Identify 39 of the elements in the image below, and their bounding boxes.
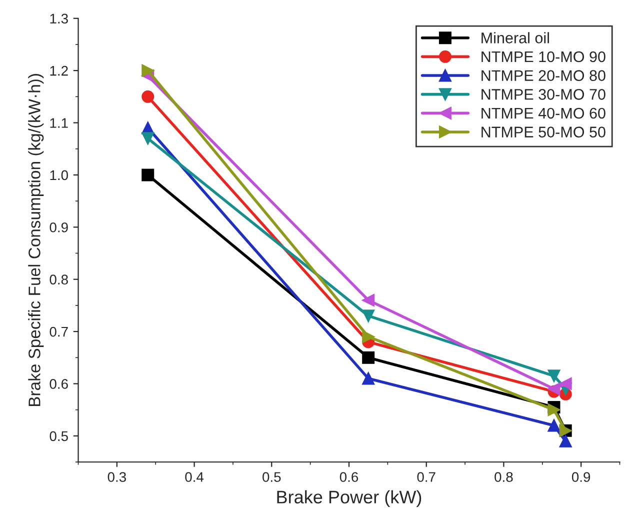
x-tick-label: 0.8	[494, 472, 513, 482]
x-tick-label: 0.9	[572, 472, 590, 482]
y-tick-label: 0.8	[50, 274, 68, 284]
y-tick-label: 0.7	[50, 326, 68, 337]
point	[362, 372, 375, 385]
y-axis-title: Brake Specific Fuel Consumption (kg/(kW·h))	[28, 74, 44, 406]
point	[362, 310, 375, 322]
x-tick-label: 0.5	[262, 472, 281, 482]
point	[548, 419, 560, 432]
point	[362, 351, 375, 364]
legend-label: NTMPE 40-MO 60	[482, 108, 606, 119]
point	[362, 330, 375, 343]
point	[142, 90, 154, 103]
y-tick-label: 0.6	[50, 379, 68, 389]
point	[548, 404, 560, 416]
point	[559, 434, 572, 448]
y-tick-label: 0.9	[50, 222, 68, 232]
point	[142, 64, 154, 77]
x-tick-label: 0.7	[417, 472, 436, 482]
x-tick-label: 0.4	[185, 472, 204, 482]
point	[548, 382, 560, 396]
point	[548, 370, 560, 382]
legend-label: Mineral oil	[482, 32, 549, 44]
y-tick-label: 1.3	[50, 14, 68, 24]
point	[142, 168, 154, 182]
legend-label: NTMPE 30-MO 70	[482, 89, 606, 100]
y-tick-label: 1.0	[50, 170, 68, 180]
point	[362, 294, 375, 306]
legend-label: NTMPE 10-MO 90	[482, 51, 606, 62]
y-tick-label: 0.5	[50, 431, 68, 442]
x-tick-label: 0.6	[340, 472, 358, 482]
point	[559, 377, 572, 390]
y-tick-label: 1.1	[50, 118, 68, 128]
x-tick-label: 0.3	[108, 472, 126, 482]
legend-label: NTMPE 20-MO 80	[482, 70, 606, 81]
point	[142, 132, 154, 145]
y-tick-label: 1.2	[50, 66, 68, 76]
x-axis-title: Brake Power (kW)	[277, 490, 422, 508]
legend-label: NTMPE 50-MO 50	[482, 126, 606, 138]
